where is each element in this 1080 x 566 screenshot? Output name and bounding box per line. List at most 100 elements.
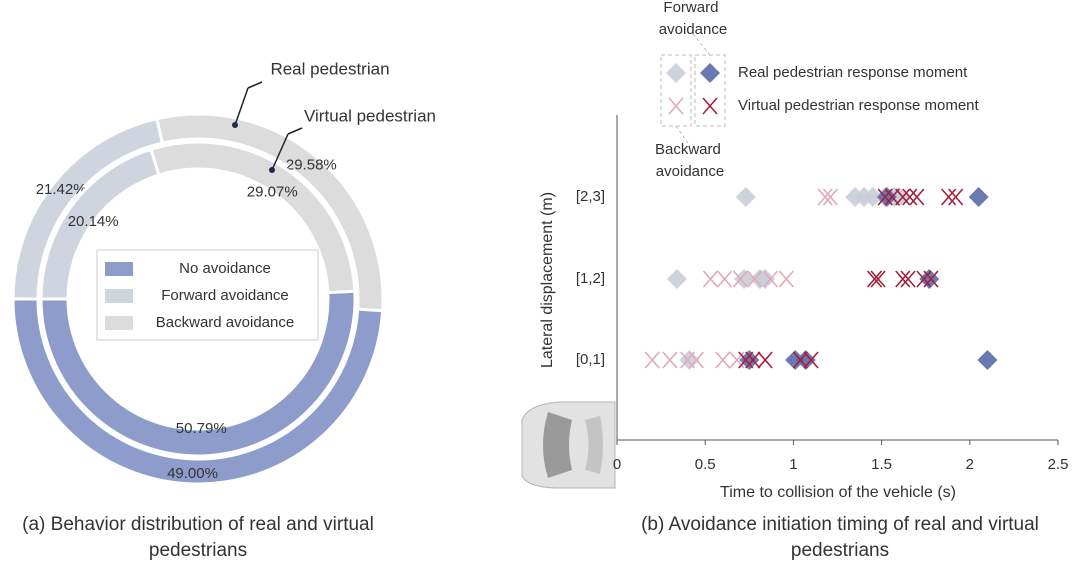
point: [715, 351, 731, 369]
cross-stroke: [702, 270, 719, 288]
cross-stroke: [884, 188, 900, 206]
point: [755, 269, 776, 289]
legend-pointer: [692, 33, 711, 56]
legend-label: Backward avoidance: [156, 314, 294, 331]
point: [803, 351, 819, 369]
legend-marker: [700, 63, 720, 83]
y-axis-label: Lateral displacement (m): [539, 192, 556, 368]
point: [895, 188, 911, 206]
x-tick-label: 2: [966, 456, 974, 473]
data-label: 29.07%: [247, 183, 298, 200]
cross-stroke: [662, 351, 678, 369]
data-label: 21.42%: [36, 181, 87, 198]
cross-stroke: [738, 351, 754, 369]
point: [941, 188, 957, 206]
point: [909, 188, 925, 206]
point: [662, 351, 678, 369]
data-label: 50.79%: [176, 420, 227, 437]
annotation-dot: [232, 122, 238, 128]
cross-stroke: [941, 188, 957, 206]
legend-label: Real pedestrian response moment: [738, 64, 968, 81]
y-tick-label: [2,3]: [576, 188, 605, 205]
caption: (b) Avoidance initiation timing of real …: [641, 514, 1039, 561]
legend-group-box: [694, 54, 726, 127]
cross-stroke: [803, 351, 819, 369]
data-label: 29.58%: [286, 157, 337, 174]
point: [702, 270, 719, 288]
point: [785, 350, 806, 370]
cross-stroke: [895, 270, 911, 288]
data-label: 20.14%: [68, 213, 119, 230]
annotation-line: [234, 87, 249, 126]
cross-stroke: [732, 270, 749, 288]
point: [762, 270, 779, 288]
x-tick-label: 0: [613, 456, 621, 473]
point: [977, 350, 998, 370]
cross-stroke: [644, 351, 660, 369]
legend-marker: [666, 63, 686, 83]
annotation-line: [271, 133, 289, 171]
x-tick-label: 1: [789, 456, 797, 473]
x-tick-label: 0.5: [695, 456, 716, 473]
x-tick-label: 1.5: [871, 456, 892, 473]
cross-stroke: [822, 188, 839, 206]
point: [734, 269, 755, 289]
caption: (a) Behavior distribution of real and vi…: [22, 514, 374, 561]
cross-stroke: [715, 351, 731, 369]
point: [884, 188, 900, 206]
cross-stroke: [745, 351, 761, 369]
legend-swatch: [105, 316, 133, 330]
legend-swatch: [105, 262, 133, 276]
point: [822, 188, 839, 206]
annotation: Virtual pedestrian: [304, 106, 436, 125]
point: [688, 351, 704, 369]
cross-stroke: [909, 188, 925, 206]
cross-stroke: [877, 188, 893, 206]
point: [666, 269, 687, 289]
cross-stroke: [702, 97, 718, 115]
cross-stroke: [948, 188, 964, 206]
annotation-dot: [269, 167, 275, 173]
cross-stroke: [757, 351, 773, 369]
legend-box: [96, 249, 319, 341]
point: [792, 351, 809, 369]
cross-stroke: [923, 270, 939, 288]
point: [717, 270, 733, 288]
annotation: Real pedestrian: [270, 59, 389, 78]
legend-marker: [668, 97, 684, 115]
legend-column-title: Forward avoidance: [659, 0, 727, 38]
cross-stroke: [916, 270, 932, 288]
cross-stroke: [792, 351, 809, 369]
point: [876, 187, 897, 207]
data-label: 49.00%: [167, 465, 218, 482]
cross-stroke: [778, 270, 794, 288]
y-tick-label: [0,1]: [576, 351, 605, 368]
cross-stroke: [866, 270, 883, 288]
point: [968, 187, 989, 207]
cross-stroke: [900, 270, 916, 288]
point: [738, 351, 754, 369]
point: [866, 270, 883, 288]
legend-column-title: Backward avoidance: [655, 141, 725, 180]
x-axis-label: Time to collision of the vehicle (s): [720, 484, 956, 501]
point: [862, 187, 883, 207]
donut-segment: [11, 116, 165, 301]
point: [948, 188, 964, 206]
point: [817, 188, 833, 206]
point: [745, 351, 761, 369]
cross-stroke: [717, 270, 733, 288]
point: [889, 187, 910, 207]
point: [757, 351, 773, 369]
point: [916, 270, 932, 288]
legend-label: Virtual pedestrian response moment: [738, 97, 980, 114]
point: [870, 270, 886, 288]
donut-segment: [39, 147, 161, 301]
x-tick-label: 2.5: [1048, 456, 1069, 473]
legend-marker: [702, 97, 718, 115]
cross-stroke: [688, 351, 704, 369]
legend-pointer: [675, 125, 691, 147]
point: [679, 350, 700, 370]
point: [644, 351, 660, 369]
car-icon: [521, 401, 616, 489]
